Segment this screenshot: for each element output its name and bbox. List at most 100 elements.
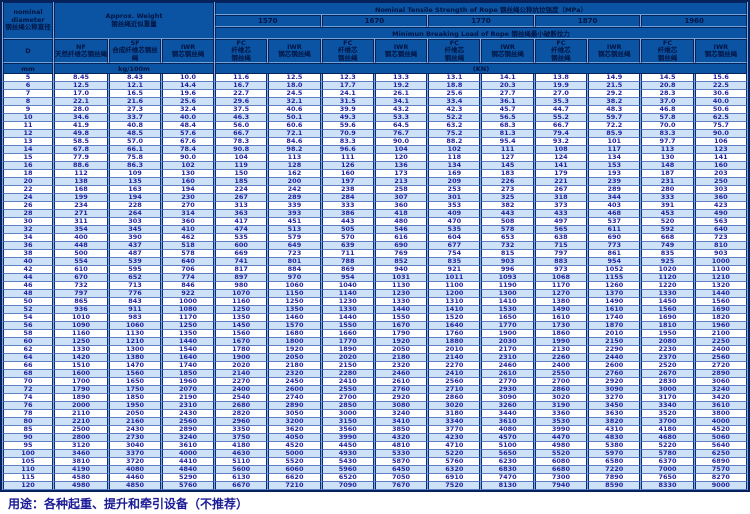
cell-value: 480	[374, 218, 428, 227]
cell-value: 19.2	[374, 82, 428, 91]
table-row: 10 34.6 33.7 40.0 46.3 50.1 49.3 53.3 52.2 56.5 55…	[3, 114, 747, 123]
cell-value: 497	[534, 218, 588, 227]
cell-value: 1730	[534, 322, 588, 331]
cell-value: 797	[534, 250, 588, 259]
cell-diameter: 40	[3, 258, 53, 267]
cell-value: 6370	[641, 458, 694, 467]
cell-value: 360	[374, 202, 428, 211]
cell-value: 48.5	[109, 130, 161, 139]
cell-value: 2930	[481, 386, 534, 395]
cell-value: 1440	[162, 338, 214, 347]
table-row: 22 168 163 194 224 242 238 258 253 273 267 289 280 30…	[3, 186, 747, 195]
table-row: 32 354 345 410 474 513 505 546 535 578 565 611 592 64…	[3, 226, 747, 235]
cell-value: 1560	[215, 330, 268, 339]
cell-diameter: 48	[3, 290, 53, 299]
cell-value: 57.6	[162, 130, 214, 139]
cell-value: 78.4	[162, 146, 214, 155]
cell-value: 160	[162, 178, 214, 187]
cell-value: 2920	[588, 378, 641, 387]
cell-value: 2890	[162, 426, 214, 435]
cell-diameter: 20	[3, 178, 53, 187]
cell-value: 67.8	[54, 146, 108, 155]
cell-value: 88.2	[428, 138, 481, 147]
cell-value: 2600	[268, 386, 321, 395]
cell-value: 17.0	[54, 90, 108, 99]
cell-value: 490	[694, 210, 747, 219]
cell-value: 12.5	[54, 82, 108, 91]
col-header-weight: Approx. Weight 钢丝绳近似重量	[54, 2, 214, 39]
col-header-iwr-1960: IWR 钢芯钢丝绳	[694, 39, 747, 64]
cell-value: 508	[481, 218, 534, 227]
diameter-label-en2: diameter	[11, 15, 45, 24]
cell-value: 2610	[374, 378, 428, 387]
cell-diameter: 70	[3, 378, 53, 387]
cell-diameter: 16	[3, 162, 53, 171]
iwr-label-en: IWR	[393, 42, 409, 51]
cell-value: 2450	[268, 378, 321, 387]
cell-value: 417	[215, 218, 268, 227]
cell-value: 18.8	[428, 82, 481, 91]
cell-value: 1960	[162, 378, 214, 387]
cell-value: 3410	[374, 418, 428, 427]
cell-value: 2400	[534, 362, 588, 371]
cell-diameter: 115	[3, 474, 53, 483]
fc-label-zh1: 纤维芯	[231, 46, 251, 55]
cell-value: 70.9	[321, 130, 374, 139]
cell-value: 2010	[428, 346, 481, 355]
cell-value: 817	[215, 266, 268, 275]
cell-value: 11.6	[215, 74, 268, 83]
cell-value: 801	[268, 258, 321, 267]
cell-diameter: 62	[3, 346, 53, 355]
cell-value: 2130	[534, 346, 588, 355]
cell-value: 1780	[215, 346, 268, 355]
cell-value: 1155	[588, 274, 641, 283]
cell-value: 2560	[694, 354, 747, 363]
cell-value: 1000	[162, 298, 214, 307]
cell-value: 113	[268, 154, 321, 163]
cell-value: 3050	[268, 410, 321, 419]
col-header-nf: NF 天然纤维芯钢丝绳	[54, 39, 108, 64]
cell-value: 145	[481, 162, 534, 171]
cell-value: 1670	[374, 322, 428, 331]
cell-value: 1550	[321, 322, 374, 331]
table-row: 50 865 843 1000 1160 1250 1230 1330 1310 1410 1380…	[3, 298, 747, 307]
cell-value: 5430	[321, 458, 374, 467]
cell-value: 1410	[428, 306, 481, 315]
cell-value: 3270	[588, 394, 641, 403]
table-row: 40 554 539 640 741 801 788 852 835 903 883 954 925 10…	[3, 258, 747, 267]
cell-value: 194	[162, 186, 214, 195]
cell-value: 25.6	[162, 98, 214, 107]
cell-value: 640	[694, 226, 747, 235]
cell-diameter: 64	[3, 354, 53, 363]
cell-diameter: 24	[3, 194, 53, 203]
cell-value: 1120	[641, 274, 694, 283]
cell-value: 4630	[215, 450, 268, 459]
cell-value: 127	[481, 154, 534, 163]
fc-label-zh1: 纤维芯	[657, 46, 678, 55]
cell-value: 4850	[109, 482, 161, 491]
cell-value: 128	[268, 162, 321, 171]
cell-value: 1920	[268, 346, 321, 355]
cell-value: 669	[215, 250, 268, 259]
cell-value: 1650	[109, 378, 161, 387]
table-row: 80 2210 2160 2560 2960 3200 3150 3410 3340 3610 35…	[3, 418, 747, 427]
cell-value: 3190	[534, 402, 588, 411]
cell-value: 102	[162, 162, 214, 171]
cell-diameter: 11	[3, 122, 53, 131]
cell-value: 3240	[162, 434, 214, 443]
cell-value: 668	[641, 234, 694, 243]
cell-value: 4050	[268, 434, 321, 443]
cell-value: 2310	[162, 402, 214, 411]
cell-value: 1130	[109, 330, 161, 339]
col-header-d: D	[3, 39, 53, 64]
nf-label-zh: 天然纤维芯钢丝绳	[55, 50, 107, 59]
diameter-label-zh: 钢丝绳公称直径	[5, 23, 51, 32]
cell-value: 303	[694, 186, 747, 195]
cell-value: 443	[481, 210, 534, 219]
cell-value: 141	[534, 162, 588, 171]
cell-value: 3610	[162, 442, 214, 451]
cell-value: 897	[215, 274, 268, 283]
cell-value: 83.3	[641, 130, 694, 139]
cell-value: 554	[54, 258, 108, 267]
cell-value: 835	[641, 250, 694, 259]
